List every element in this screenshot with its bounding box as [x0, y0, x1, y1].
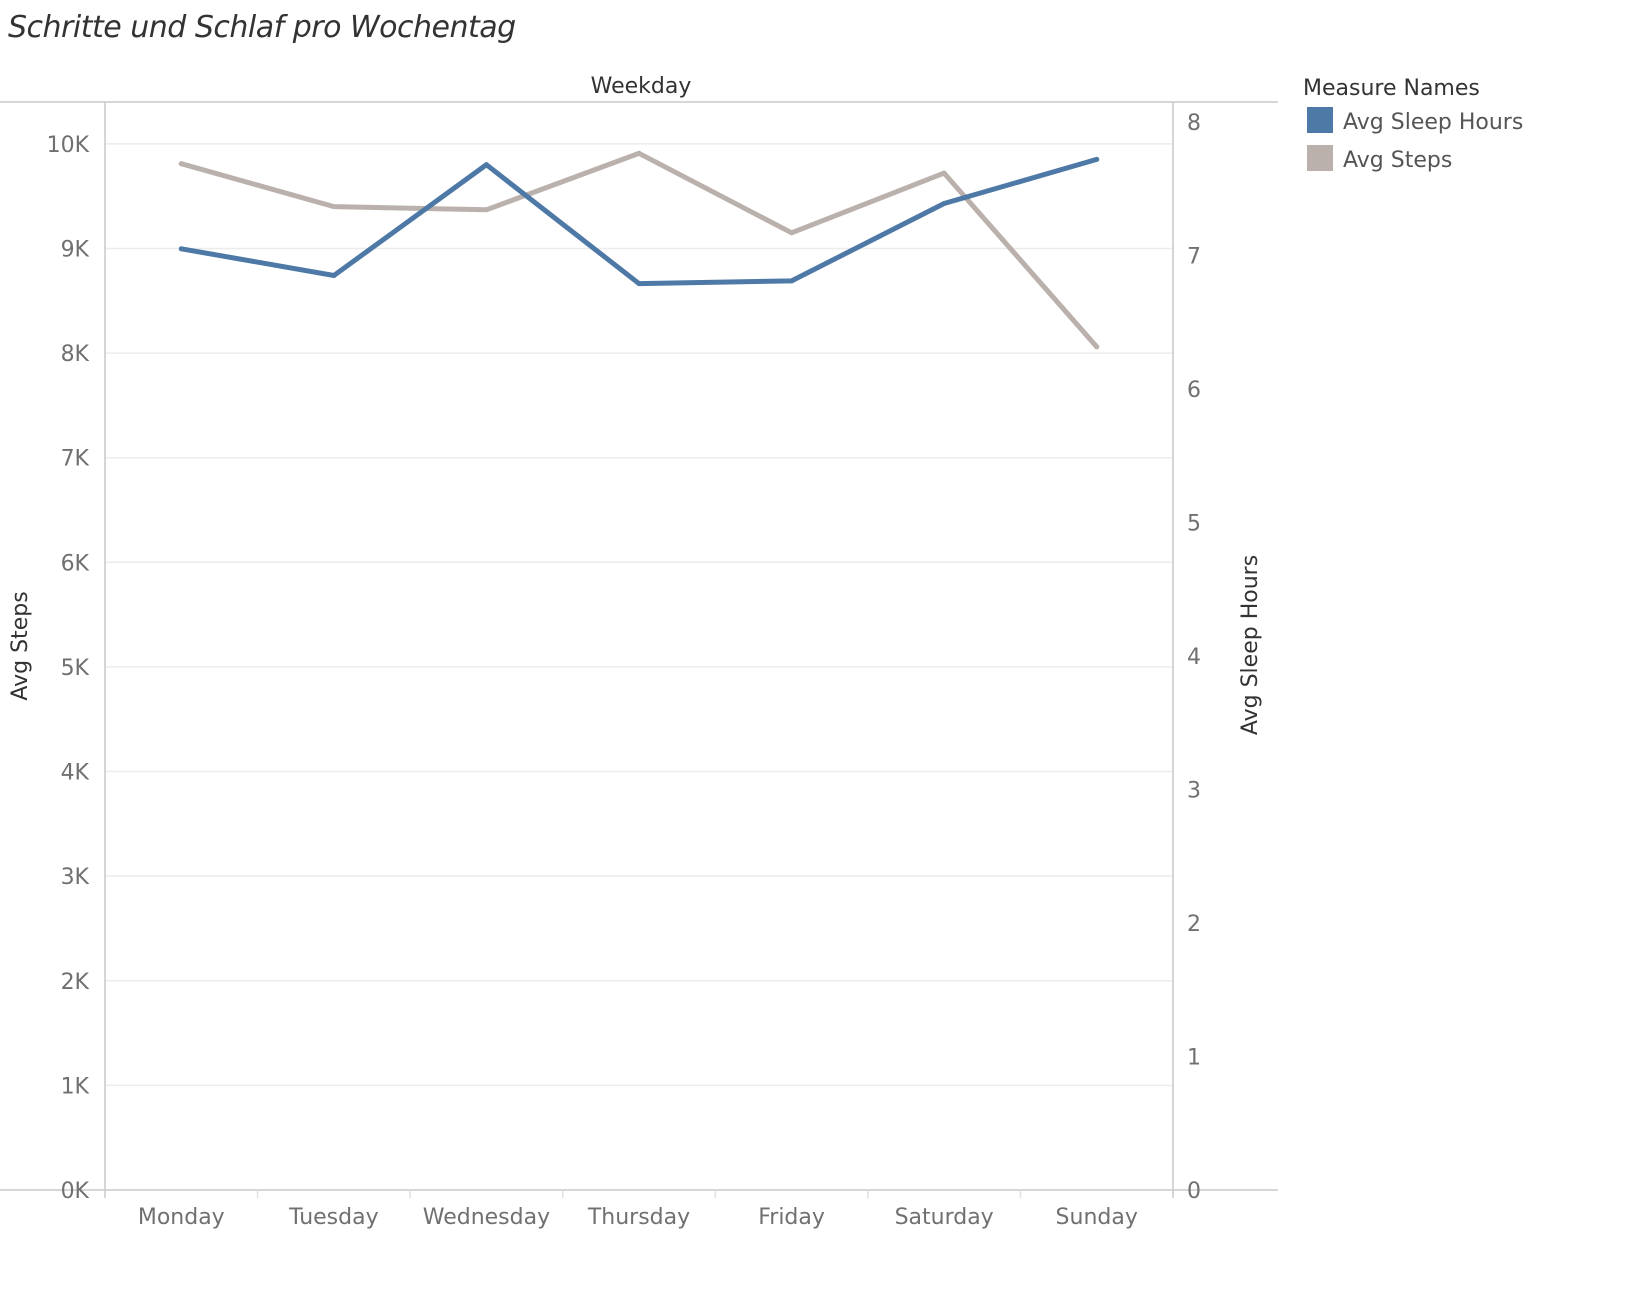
right-tick-label: 8 [1187, 111, 1201, 136]
left-tick-label: 6K [61, 551, 90, 576]
data-point [636, 150, 642, 156]
data-point [331, 204, 337, 210]
gridlines [105, 143, 1173, 1087]
legend-label: Avg Steps [1343, 148, 1452, 173]
data-point [941, 200, 947, 206]
data-point [1094, 344, 1100, 350]
series-line-avg-sleep-hours [178, 156, 1100, 287]
left-tick-label: 7K [61, 447, 90, 472]
right-tick-label: 4 [1187, 645, 1201, 670]
legend[interactable]: Measure Names Avg Sleep Hours Avg Steps [1303, 76, 1523, 173]
data-point [789, 230, 795, 236]
x-tick-label: Thursday [587, 1205, 690, 1230]
column-header: Weekday [591, 74, 692, 99]
data-point [941, 170, 947, 176]
data-point [1094, 156, 1100, 162]
right-tick-label: 1 [1187, 1046, 1201, 1071]
right-tick-label: 2 [1187, 912, 1201, 937]
axis-labels: Weekday 0K 1K 2K 3K 4K 5K 6K 7K 8K 9K 10K 0 1 2 3 4 5 6 7 8 M… [8, 74, 1263, 1230]
right-tick-label: 6 [1187, 378, 1201, 403]
left-tick-label: 1K [61, 1074, 90, 1099]
data-point [331, 273, 337, 279]
legend-item-avg-sleep-hours[interactable]: Avg Sleep Hours [1307, 107, 1523, 135]
legend-swatch [1307, 107, 1333, 133]
left-axis-title: Avg Steps [8, 591, 33, 700]
data-point [178, 161, 184, 167]
x-tick-label: Wednesday [423, 1205, 550, 1230]
left-tick-label: 4K [61, 761, 90, 786]
left-tick-label: 2K [61, 970, 90, 995]
left-tick-label: 5K [61, 656, 90, 681]
series-lines [178, 150, 1100, 350]
plot-frame [0, 101, 1278, 1198]
data-point [483, 207, 489, 213]
left-tick-label: 9K [61, 237, 90, 262]
right-axis-title: Avg Sleep Hours [1238, 555, 1263, 735]
data-point [178, 246, 184, 252]
x-tick-label: Tuesday [288, 1205, 379, 1230]
legend-swatch [1307, 145, 1333, 171]
chart-title: Schritte und Schlaf pro Wochentag [8, 10, 516, 45]
x-tick-label: Saturday [895, 1205, 994, 1230]
left-tick-label: 3K [61, 865, 90, 890]
data-point [636, 281, 642, 287]
data-point [789, 278, 795, 284]
legend-title: Measure Names [1303, 76, 1480, 101]
right-tick-label: 0 [1187, 1179, 1201, 1204]
x-tick-label: Friday [758, 1205, 825, 1230]
right-tick-label: 7 [1187, 245, 1201, 270]
x-tick-label: Sunday [1056, 1205, 1138, 1230]
right-tick-label: 5 [1187, 512, 1201, 537]
data-point [483, 162, 489, 168]
x-tick-label: Monday [138, 1205, 225, 1230]
left-tick-label: 10K [47, 133, 90, 158]
left-tick-label: 8K [61, 342, 90, 367]
left-tick-label: 0K [61, 1179, 90, 1204]
right-tick-label: 3 [1187, 779, 1201, 804]
legend-label: Avg Sleep Hours [1343, 110, 1523, 135]
legend-item-avg-steps[interactable]: Avg Steps [1307, 145, 1452, 173]
series-line-avg-steps [178, 150, 1100, 350]
